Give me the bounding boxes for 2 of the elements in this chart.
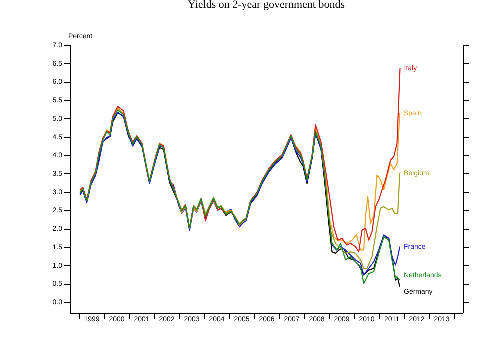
chart-title: Yields on 2-year government bonds <box>188 0 346 11</box>
line-series <box>80 68 401 253</box>
